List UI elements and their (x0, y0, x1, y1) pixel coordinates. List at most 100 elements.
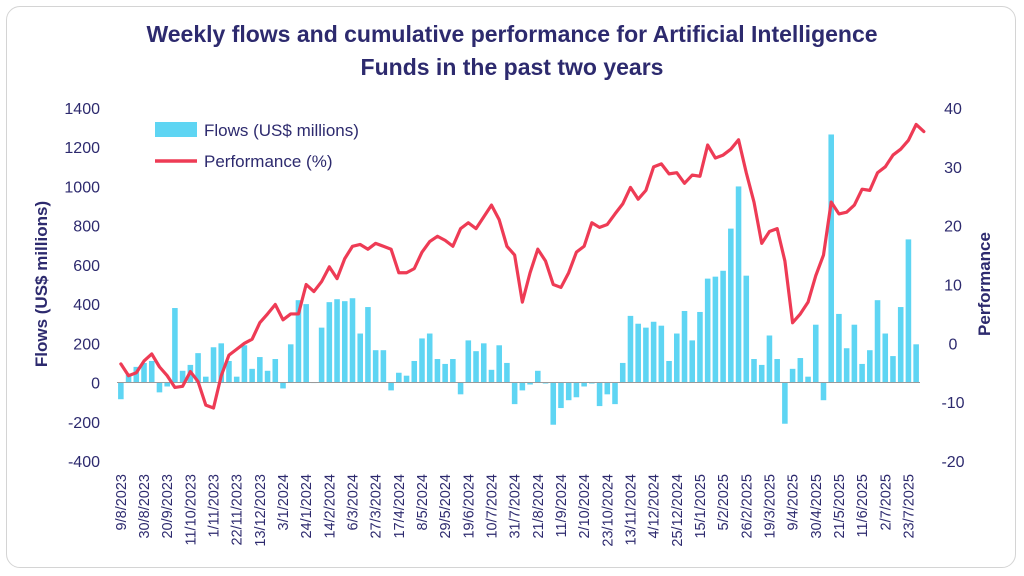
flow-bar (465, 340, 472, 383)
x-tick-label: 3/1/2024 (276, 474, 292, 530)
right-axis-title: Performance (975, 232, 994, 336)
chart-title: Weekly flows and cumulative performance … (0, 18, 1024, 84)
flow-bar (133, 366, 140, 383)
left-tick-label: 800 (73, 219, 100, 236)
x-tick-label: 26/2/2025 (739, 474, 755, 539)
right-tick-label: 10 (944, 278, 962, 295)
flow-bar (774, 359, 780, 383)
x-tick-label: 13/12/2023 (253, 474, 269, 547)
flow-bar (782, 382, 788, 424)
right-tick-label: 30 (944, 160, 962, 177)
flow-bar (419, 338, 425, 383)
flow-bar (789, 368, 796, 383)
x-tick-label: 22/11/2023 (230, 474, 246, 546)
flow-bar (218, 343, 225, 383)
flow-bar (527, 382, 533, 385)
flow-bar (650, 321, 657, 383)
right-tick-label: 20 (944, 219, 962, 236)
legend: Flows (US$ millions) Performance (%) (155, 121, 359, 171)
x-tick-label: 17/4/2024 (392, 474, 408, 539)
flow-bar (766, 335, 773, 383)
flow-bar (666, 360, 672, 383)
x-tick-label: 19/3/2025 (762, 474, 778, 539)
left-tick-label: 1400 (64, 101, 100, 118)
x-tick-label: 2/10/2024 (577, 474, 593, 539)
x-tick-label: 25/12/2024 (670, 474, 686, 547)
right-tick-label: -10 (941, 395, 964, 412)
flow-bar (851, 324, 858, 383)
right-y-axis-ticks: -20 -10 0 10 20 30 40 (941, 101, 964, 471)
x-tick-label: 21/5/2025 (832, 474, 848, 539)
x-tick-label: 31/7/2024 (508, 474, 524, 539)
flow-bar (681, 310, 688, 383)
flow-bar (249, 368, 255, 383)
flow-bar (195, 353, 201, 383)
flow-bar (905, 239, 912, 383)
right-tick-label: 0 (949, 336, 958, 353)
flow-bar (179, 370, 186, 383)
flow-bar (326, 302, 333, 383)
left-tick-label: 1000 (64, 179, 100, 196)
flow-bar (396, 372, 402, 383)
flow-bar (118, 382, 124, 400)
flow-bar (558, 382, 564, 409)
flow-bar (843, 348, 850, 383)
flow-bar (257, 357, 263, 383)
flow-bar (125, 374, 132, 383)
flow-bar (658, 325, 665, 383)
x-tick-label: 11/9/2024 (554, 474, 570, 537)
left-tick-label: 200 (73, 336, 100, 353)
flow-bar (365, 307, 371, 383)
flow-bar (573, 382, 580, 398)
flow-bar (148, 360, 155, 383)
flow-bar (403, 375, 410, 383)
flow-bar (488, 369, 495, 383)
chart-title-line-2: Funds in the past two years (360, 54, 664, 80)
x-tick-label: 30/8/2023 (137, 474, 153, 539)
flow-bar (720, 270, 726, 383)
left-axis-title: Flows (US$ millions) (32, 201, 51, 367)
x-tick-label: 4/12/2024 (647, 474, 663, 539)
flow-bar (836, 313, 842, 383)
x-tick-label: 15/1/2025 (693, 474, 709, 539)
flow-bar (882, 333, 889, 383)
flow-bar (612, 382, 618, 405)
x-tick-label: 11/6/2025 (855, 474, 871, 537)
x-tick-label: 8/5/2024 (415, 474, 431, 530)
left-tick-label: -200 (68, 415, 100, 432)
flow-bar (318, 327, 325, 383)
flow-bar (828, 134, 834, 383)
flow-bar (820, 382, 827, 401)
flow-bar (226, 360, 232, 383)
legend-performance-label: Performance (%) (204, 152, 332, 171)
flow-bar (287, 344, 294, 383)
x-tick-label: 29/5/2024 (438, 474, 454, 539)
flow-bar (619, 362, 626, 383)
flow-bar (341, 301, 348, 383)
x-tick-label: 9/8/2023 (114, 474, 130, 530)
right-tick-label: 40 (944, 101, 962, 118)
x-tick-label: 2/7/2025 (878, 474, 894, 530)
flow-bar (797, 358, 804, 383)
x-tick-label: 14/2/2024 (322, 474, 338, 539)
left-tick-label: 0 (91, 376, 100, 393)
flow-bar (913, 344, 919, 383)
right-tick-label: -20 (941, 454, 964, 471)
flow-bar (627, 315, 634, 383)
x-tick-label: 1/11/2023 (207, 474, 223, 537)
flow-bar (334, 299, 340, 383)
flow-bar (388, 382, 394, 391)
x-tick-label: 10/7/2024 (485, 474, 501, 539)
flow-bar (565, 382, 572, 401)
flow-bar (241, 345, 248, 383)
flow-bar (596, 382, 603, 407)
left-y-axis-ticks: -400 -200 0 200 400 600 800 1000 1200 1400 (64, 101, 100, 471)
x-tick-label: 20/9/2023 (160, 474, 176, 539)
flow-bar (303, 304, 309, 383)
x-tick-label: 23/7/2025 (901, 474, 917, 539)
x-tick-label: 5/2/2025 (716, 474, 732, 530)
flow-bar (890, 356, 896, 383)
flow-bar (411, 360, 418, 383)
flow-bar (164, 382, 170, 387)
flow-bar (473, 351, 479, 383)
